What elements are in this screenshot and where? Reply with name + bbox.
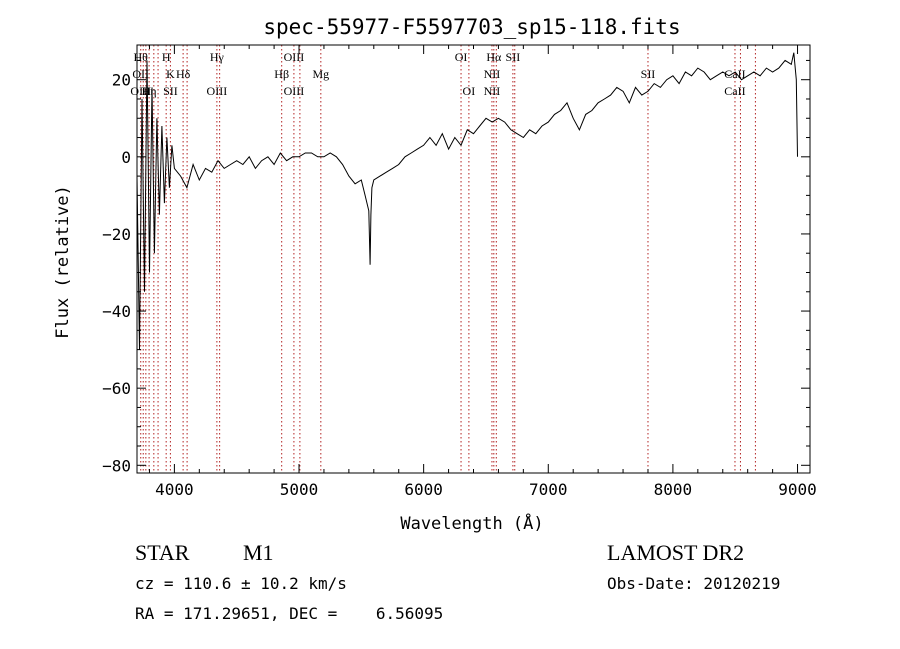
y-axis: −80 −60 −40 −20 0 20 <box>102 59 810 475</box>
y-tick-label-5: 20 <box>112 71 131 90</box>
x-tick-label-4: 8000 <box>654 480 693 499</box>
line-label-6-top: H <box>162 50 171 64</box>
y-tick-label-3: −20 <box>102 225 131 244</box>
redshift-velocity: cz = 110.6 ± 10.2 km/s <box>135 574 347 593</box>
x-tick-label-1: 5000 <box>280 480 319 499</box>
y-tick-label-2: −40 <box>102 302 131 321</box>
line-label-12-mid: Hβ <box>274 67 289 81</box>
line-label-10-low: OIII <box>207 84 228 98</box>
coordinates: RA = 171.29651, DEC = 6.56095 <box>135 604 444 623</box>
line-label-17-low: OI <box>463 84 476 98</box>
line-label-3-low: Hη <box>142 84 157 98</box>
x-tick-label-3: 7000 <box>529 480 568 499</box>
spectrum-line <box>136 52 798 350</box>
line-label-16-top: OI <box>455 50 468 64</box>
observation-date: Obs-Date: 20120219 <box>607 574 781 593</box>
object-subclass: M1 <box>243 540 274 565</box>
line-label-7-low: SII <box>163 84 178 98</box>
line-label-23-mid: SII <box>641 67 656 81</box>
line-label-0-low: OIII <box>130 84 151 98</box>
line-label-15-mid: Mg <box>312 67 329 81</box>
line-label-21-top: SII <box>506 50 521 64</box>
line-label-10-top: Hγ <box>210 50 225 64</box>
line-label-13-top: OIII <box>284 50 305 64</box>
x-tick-label-2: 6000 <box>404 480 443 499</box>
line-label-13-low: OIII <box>284 84 305 98</box>
line-label-19-top: Hα <box>486 50 502 64</box>
survey-name: LAMOST DR2 <box>607 540 745 565</box>
spectral-line-labels: HθOIIOIIIHηHKSIIHδHγOIIIHβOIIIOIIIMgOIOI… <box>130 50 745 98</box>
line-label-24-low: CaII <box>724 84 745 98</box>
y-tick-label-0: −80 <box>102 456 131 475</box>
y-axis-label: Flux (relative) <box>53 185 73 339</box>
x-tick-label-5: 9000 <box>778 480 817 499</box>
plot-frame <box>136 44 811 474</box>
spectral-line-markers <box>140 45 756 473</box>
x-axis-label: Wavelength (Å) <box>400 512 543 534</box>
x-axis: 4000 5000 6000 7000 8000 9000 <box>148 45 817 499</box>
x-tick-label-0: 4000 <box>155 480 194 499</box>
y-tick-label-4: 0 <box>121 148 131 167</box>
line-label-18-mid: NII <box>484 67 501 81</box>
y-tick-label-1: −60 <box>102 379 131 398</box>
chart-title: spec-55977-F5597703_sp15-118.fits <box>263 15 680 39</box>
line-label-8-mid: Hδ <box>176 67 191 81</box>
line-label-7-mid: K <box>166 67 175 81</box>
object-class: STAR <box>135 540 190 565</box>
line-label-0-top: Hθ <box>134 50 149 64</box>
line-label-18-low: NII <box>484 84 501 98</box>
